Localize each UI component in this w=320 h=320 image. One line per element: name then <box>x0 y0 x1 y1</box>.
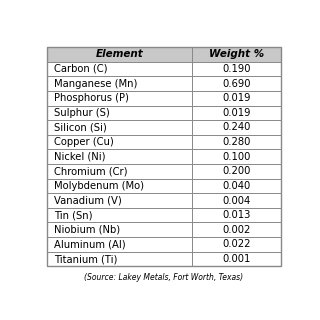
Text: Manganese (Mn): Manganese (Mn) <box>54 79 137 89</box>
Text: 0.690: 0.690 <box>222 79 251 89</box>
Text: Nickel (Ni): Nickel (Ni) <box>54 152 105 162</box>
Text: 0.100: 0.100 <box>222 152 251 162</box>
Text: 0.200: 0.200 <box>222 166 251 176</box>
Text: Molybdenum (Mo): Molybdenum (Mo) <box>54 181 144 191</box>
Text: Vanadium (V): Vanadium (V) <box>54 196 121 205</box>
Text: Sulphur (S): Sulphur (S) <box>54 108 109 118</box>
Text: 0.040: 0.040 <box>222 181 250 191</box>
Text: Phosphorus (P): Phosphorus (P) <box>54 93 129 103</box>
Text: Aluminum (Al): Aluminum (Al) <box>54 239 125 249</box>
Text: Chromium (Cr): Chromium (Cr) <box>54 166 127 176</box>
Text: Niobium (Nb): Niobium (Nb) <box>54 225 120 235</box>
Text: 0.001: 0.001 <box>222 254 251 264</box>
Bar <box>47 47 281 266</box>
Text: 0.019: 0.019 <box>222 108 251 118</box>
Text: Carbon (C): Carbon (C) <box>54 64 107 74</box>
Bar <box>47 47 281 62</box>
Text: 0.240: 0.240 <box>222 123 251 132</box>
Text: Copper (Cu): Copper (Cu) <box>54 137 113 147</box>
Text: 0.002: 0.002 <box>222 225 251 235</box>
Text: Silicon (Si): Silicon (Si) <box>54 123 106 132</box>
Text: Weight %: Weight % <box>209 49 264 59</box>
Text: 0.019: 0.019 <box>222 93 251 103</box>
Text: Element: Element <box>96 49 144 59</box>
Text: (Source: Lakey Metals, Fort Worth, Texas): (Source: Lakey Metals, Fort Worth, Texas… <box>84 273 244 282</box>
Text: Titanium (Ti): Titanium (Ti) <box>54 254 117 264</box>
Text: 0.013: 0.013 <box>222 210 251 220</box>
Text: 0.022: 0.022 <box>222 239 251 249</box>
Text: 0.280: 0.280 <box>222 137 251 147</box>
Text: 0.190: 0.190 <box>222 64 251 74</box>
Text: 0.004: 0.004 <box>222 196 250 205</box>
Text: Tin (Sn): Tin (Sn) <box>54 210 92 220</box>
